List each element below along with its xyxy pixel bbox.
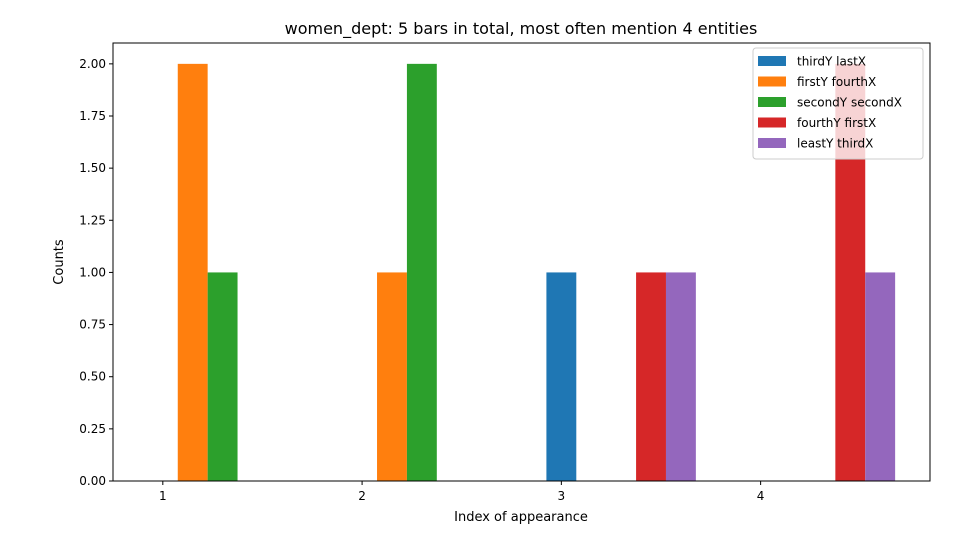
axes-layer: 1 2 3 4 0.00 0.25 0.50 0.75 1.00 1.25 1.50 1.75 2.00 <box>79 42 931 503</box>
y-axis-label: Counts <box>52 239 67 285</box>
legend-swatch <box>758 97 786 107</box>
bar <box>177 63 208 481</box>
legend: thirdY lastX firstY fourthX secondY second… <box>752 47 924 160</box>
bar <box>377 272 407 481</box>
y-tick-label: 0.25 <box>79 422 106 436</box>
chart-title: women_dept: 5 bars in total, most often … <box>285 19 758 39</box>
y-tick-label: 1.50 <box>79 161 106 175</box>
legend-label: secondY secondX <box>797 96 902 110</box>
legend-swatch <box>758 76 786 87</box>
y-tick-label: 0.00 <box>79 474 106 488</box>
y-tick-label: 0.50 <box>79 370 106 384</box>
legend-label: fourthY firstX <box>797 116 876 130</box>
bar <box>636 272 666 481</box>
bar <box>406 63 437 481</box>
legend-label: thirdY lastX <box>797 55 866 69</box>
bar <box>865 272 896 481</box>
legend-box <box>752 47 924 160</box>
y-tick-label: 1.75 <box>79 109 106 123</box>
x-tick-label: 4 <box>757 489 765 503</box>
x-tick-label: 3 <box>558 489 566 503</box>
legend-label: leastY thirdX <box>797 137 873 151</box>
axes-frame <box>112 42 931 482</box>
y-tick-label: 1.00 <box>79 265 106 279</box>
x-tick-label: 1 <box>159 489 167 503</box>
bar <box>546 272 577 481</box>
legend-swatch <box>758 138 786 148</box>
y-tick-label: 0.75 <box>79 318 106 332</box>
x-tick-label: 2 <box>358 489 366 503</box>
legend-swatch <box>758 56 786 66</box>
y-tick-label: 2.00 <box>79 57 106 71</box>
y-tick-label: 1.25 <box>79 213 106 227</box>
x-axis-label: Index of appearance <box>454 510 588 525</box>
bar <box>665 272 696 481</box>
bar <box>207 272 238 481</box>
legend-swatch <box>758 117 786 128</box>
legend-label: firstY fourthX <box>797 75 876 89</box>
